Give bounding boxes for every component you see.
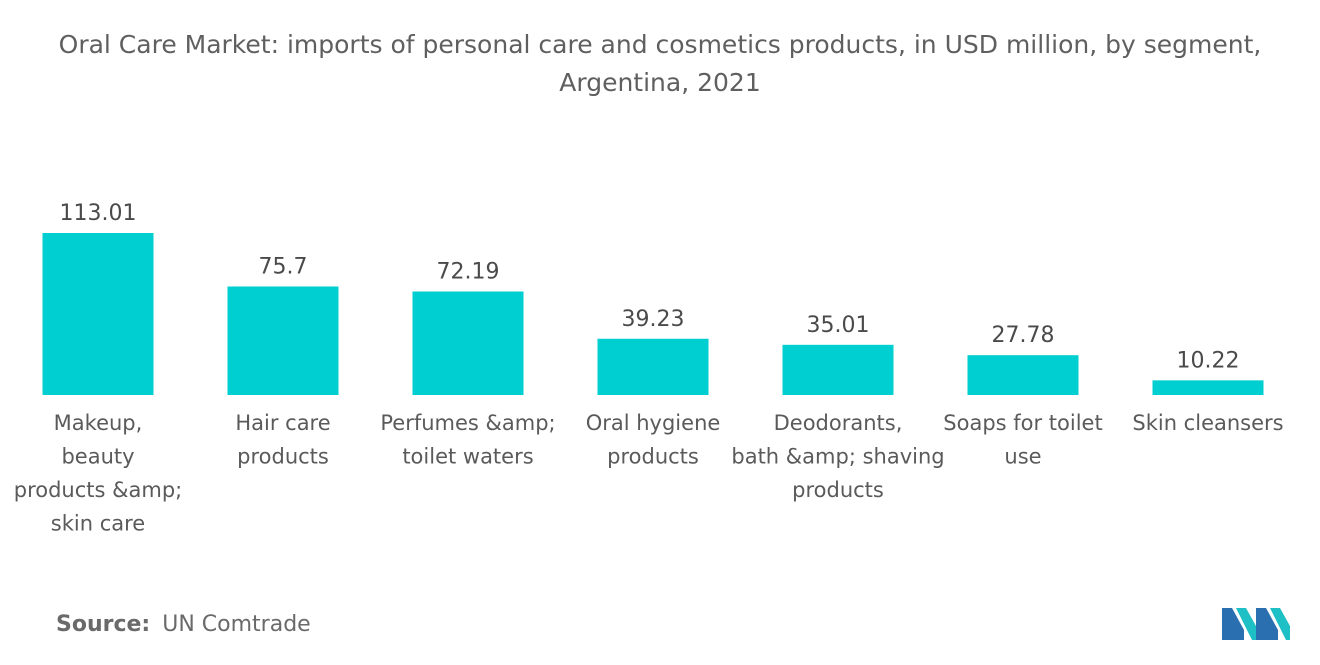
data-label: 113.01 xyxy=(60,201,137,226)
bar xyxy=(967,355,1079,395)
data-label: 39.23 xyxy=(622,307,685,332)
bar xyxy=(412,291,524,395)
source-value: UN Comtrade xyxy=(162,612,311,637)
chart-title: Oral Care Market: imports of personal ca… xyxy=(58,30,1262,97)
mordor-intelligence-logo-icon xyxy=(1222,608,1290,640)
data-label: 72.19 xyxy=(437,260,500,285)
bar xyxy=(597,338,709,395)
data-label: 35.01 xyxy=(807,313,870,338)
bar xyxy=(227,286,339,395)
data-label: 10.22 xyxy=(1177,348,1240,373)
category-label: Deodorants, bath &amp; shaving products xyxy=(731,411,944,502)
source-note: Source: UN Comtrade xyxy=(56,612,311,637)
bar xyxy=(42,233,154,395)
category-label: Soaps for toilet use xyxy=(943,411,1102,469)
bar-chart: 113.01 Makeup, beauty products &amp; skin ca… xyxy=(14,201,1284,536)
bar xyxy=(1152,380,1264,395)
source-label: Source: xyxy=(56,612,151,637)
category-label: Perfumes &amp; toilet waters xyxy=(380,411,555,469)
category-label: Hair care products xyxy=(235,411,330,469)
category-label: Skin cleansers xyxy=(1132,411,1283,435)
data-label: 27.78 xyxy=(992,323,1055,348)
category-label: Oral hygiene products xyxy=(586,411,721,469)
data-label: 75.7 xyxy=(259,254,308,279)
bar xyxy=(782,344,894,395)
category-label: Makeup, beauty products &amp; skin care xyxy=(14,411,183,536)
